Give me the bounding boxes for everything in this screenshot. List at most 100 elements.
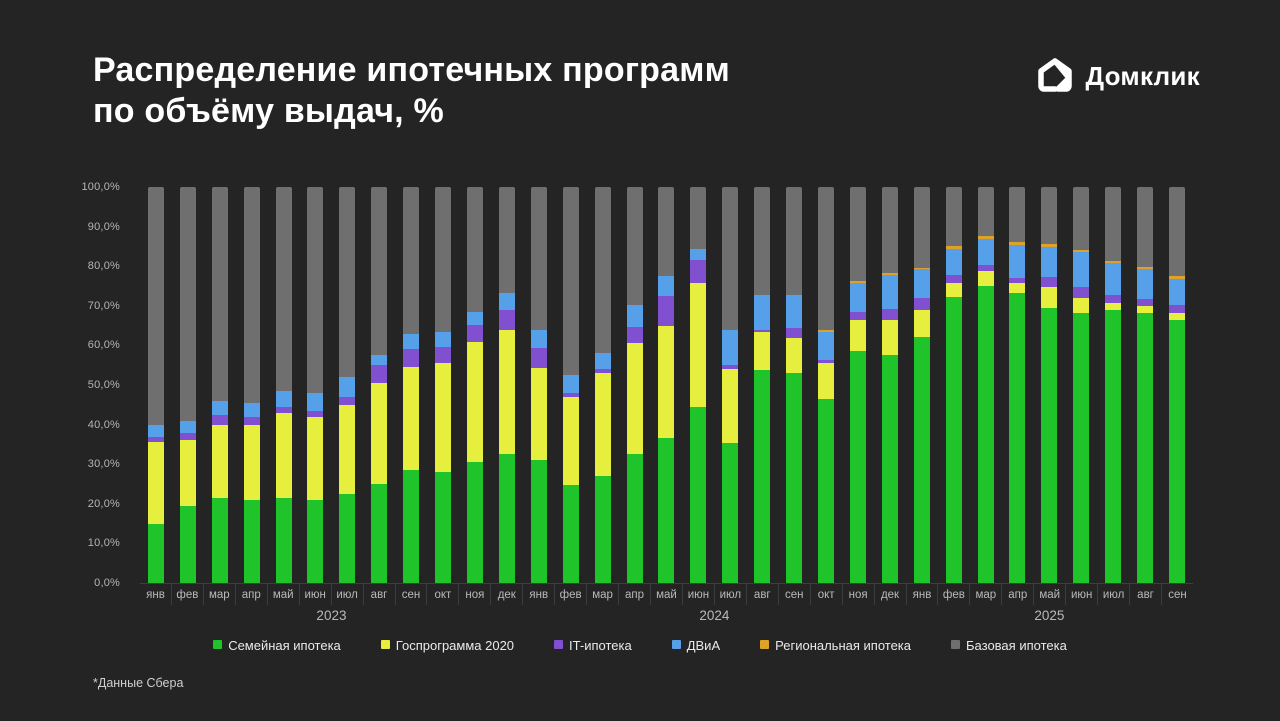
bar-column <box>363 187 395 583</box>
bar-segment <box>786 373 803 583</box>
bar-segment <box>435 331 452 348</box>
stacked-bar <box>594 187 611 583</box>
bar-segment <box>945 246 962 250</box>
bar-segment <box>690 187 707 250</box>
legend-label: Базовая ипотека <box>966 638 1067 653</box>
bar-segment <box>435 363 452 473</box>
bar-segment <box>817 399 834 583</box>
bar-segment <box>467 187 484 312</box>
bar-segment <box>371 187 388 356</box>
y-tick-label: 90,0% <box>87 220 120 233</box>
x-tick-label: янв <box>140 584 172 605</box>
bar-segment <box>1105 295 1122 304</box>
bar-segment <box>339 187 356 378</box>
bar-segment <box>722 365 739 370</box>
bar-segment <box>1168 320 1185 583</box>
bar-segment <box>211 424 228 498</box>
bar-segment <box>1168 187 1185 277</box>
bar-column <box>140 187 172 583</box>
bar-segment <box>594 476 611 583</box>
x-tick-label: апр <box>1002 584 1035 605</box>
bar-segment <box>786 328 803 338</box>
bar-column <box>714 187 746 583</box>
stacked-bar <box>211 187 228 583</box>
bar-segment <box>275 406 292 413</box>
bar-segment <box>977 187 994 237</box>
bar-segment <box>690 406 707 583</box>
bar-segment <box>243 424 260 500</box>
bar-segment <box>211 187 228 401</box>
x-tick-label: окт <box>427 584 460 605</box>
stacked-bar <box>690 187 707 583</box>
bar-segment <box>913 310 930 338</box>
bar-segment <box>626 454 643 583</box>
bar-column <box>906 187 938 583</box>
bar-segment <box>467 462 484 583</box>
bar-segment <box>1041 246 1058 278</box>
bar-column <box>268 187 300 583</box>
bar-segment <box>243 402 260 417</box>
bar-segment <box>1073 250 1090 252</box>
x-tick-label: июл <box>332 584 364 605</box>
bar-column <box>1033 187 1065 583</box>
bar-segment <box>339 404 356 494</box>
bar-segment <box>371 365 388 384</box>
stacked-bar <box>339 187 356 583</box>
bar-segment <box>530 460 547 583</box>
bar-segment <box>530 187 547 330</box>
year-label: 2024 <box>699 608 730 623</box>
stacked-bar <box>467 187 484 583</box>
bar-segment <box>243 187 260 403</box>
bar-segment <box>530 348 547 369</box>
x-tick-label: апр <box>236 584 268 605</box>
bar-segment <box>913 269 930 299</box>
bar-segment <box>849 187 866 282</box>
bar-column <box>331 187 363 583</box>
y-tick-label: 40,0% <box>87 418 120 431</box>
bar-segment <box>211 497 228 583</box>
bar-segment <box>881 274 898 310</box>
bar-segment <box>562 485 579 583</box>
x-tick-label: мар <box>587 584 620 605</box>
stacked-bar <box>530 187 547 583</box>
data-source-note: *Данные Сбера <box>93 676 184 690</box>
bar-segment <box>1073 287 1090 299</box>
bar-segment <box>722 187 739 330</box>
x-tick-label: мар <box>204 584 236 605</box>
x-axis-years: 2023 2024 2025 <box>140 608 1193 628</box>
bar-segment <box>211 400 228 415</box>
bar-column <box>459 187 491 583</box>
x-tick-label: май <box>268 584 300 605</box>
bar-column <box>523 187 555 583</box>
legend-color-chip <box>671 640 681 649</box>
bar-segment <box>817 330 834 332</box>
domclick-logo-text: Домклик <box>1085 60 1200 91</box>
bar-segment <box>1073 312 1090 583</box>
bar-column <box>587 187 619 583</box>
bar-segment <box>498 329 515 454</box>
stacked-bar <box>1105 187 1122 583</box>
bar-segment <box>786 337 803 374</box>
bar-segment <box>371 383 388 484</box>
x-tick-label: дек <box>875 584 907 605</box>
bar-segment <box>658 296 675 326</box>
bar-segment <box>243 499 260 583</box>
x-tick-label: сен <box>396 584 428 605</box>
bar-segment <box>1137 267 1154 270</box>
stacked-bar <box>1137 187 1154 583</box>
bar-segment <box>881 354 898 583</box>
bar-column <box>810 187 842 583</box>
bar-segment <box>1009 241 1026 245</box>
bar-segment <box>690 283 707 407</box>
y-tick-label: 0,0% <box>94 577 120 589</box>
bar-segment <box>849 320 866 351</box>
bar-segment <box>498 310 515 330</box>
legend-item: ДВиА <box>671 638 720 653</box>
bar-segment <box>339 377 356 397</box>
bar-segment <box>1041 286 1058 308</box>
stacked-bar <box>1009 187 1026 583</box>
bar-segment <box>1009 278 1026 284</box>
page-title: Распределение ипотечных программ по объём… <box>93 50 730 132</box>
bar-segment <box>754 332 771 371</box>
bar-segment <box>403 349 420 368</box>
